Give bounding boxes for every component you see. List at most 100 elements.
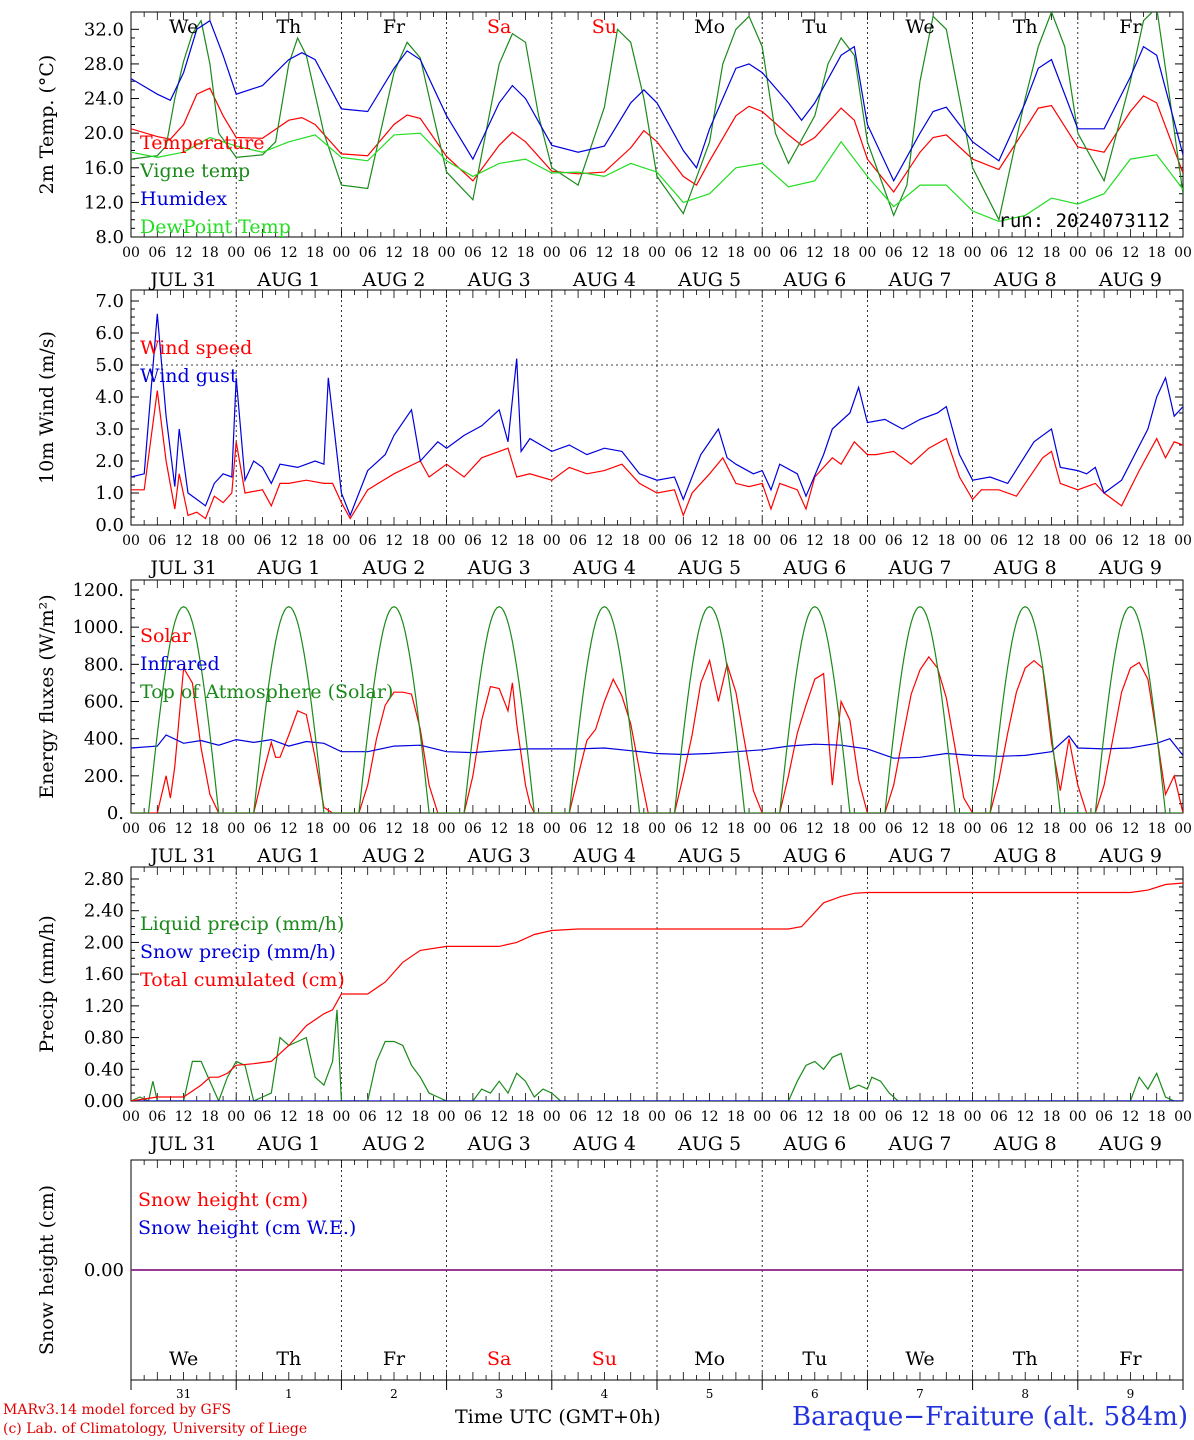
weekday-label-bottom: Th bbox=[276, 1348, 301, 1370]
hour-label: 06 bbox=[674, 245, 692, 261]
hour-label: 06 bbox=[359, 245, 377, 261]
hour-label: 06 bbox=[780, 821, 798, 837]
date-label: AUG 7 bbox=[887, 1133, 951, 1155]
legend-entry: Snow precip (mm/h) bbox=[140, 941, 336, 963]
hour-label: 00 bbox=[648, 821, 666, 837]
hour-label: 06 bbox=[885, 821, 903, 837]
hour-label: 18 bbox=[1043, 533, 1061, 549]
weekday-label: Sa bbox=[487, 16, 511, 38]
y-tick-label: 20.0 bbox=[84, 123, 124, 144]
hour-label: 18 bbox=[1148, 1109, 1166, 1125]
hour-label: 06 bbox=[148, 245, 166, 261]
hour-label: 00 bbox=[858, 245, 876, 261]
hour-label: 06 bbox=[990, 821, 1008, 837]
y-tick-label: 3.0 bbox=[95, 419, 124, 440]
hour-label: 00 bbox=[858, 821, 876, 837]
hour-label: 12 bbox=[490, 533, 508, 549]
date-label: AUG 3 bbox=[467, 845, 531, 867]
hour-label: 00 bbox=[332, 1109, 350, 1125]
hour-label: 00 bbox=[122, 533, 140, 549]
hour-label: 12 bbox=[385, 821, 403, 837]
hour-label: 06 bbox=[780, 1109, 798, 1125]
hour-label: 12 bbox=[280, 1109, 298, 1125]
hour-label: 12 bbox=[280, 533, 298, 549]
hour-label: 06 bbox=[674, 533, 692, 549]
hour-label: 18 bbox=[622, 245, 640, 261]
date-label: AUG 8 bbox=[993, 269, 1057, 291]
hour-label: 00 bbox=[964, 533, 982, 549]
hour-label: 00 bbox=[332, 245, 350, 261]
y-axis-label: Energy fluxes (W/m²) bbox=[36, 594, 58, 798]
date-label: AUG 9 bbox=[1098, 845, 1162, 867]
day-number-label: 5 bbox=[706, 1387, 714, 1401]
date-label: AUG 2 bbox=[361, 845, 425, 867]
hour-label: 12 bbox=[595, 1109, 613, 1125]
hour-label: 00 bbox=[438, 533, 456, 549]
y-tick-label: 2.40 bbox=[84, 901, 124, 922]
legend-entry: Total cumulated (cm) bbox=[140, 969, 345, 991]
hour-label: 18 bbox=[622, 821, 640, 837]
hour-label: 18 bbox=[727, 533, 745, 549]
hour-label: 06 bbox=[254, 821, 272, 837]
hour-label: 00 bbox=[543, 821, 561, 837]
date-label: AUG 7 bbox=[887, 845, 951, 867]
hour-label: 00 bbox=[1174, 245, 1192, 261]
hour-label: 18 bbox=[832, 1109, 850, 1125]
hour-label: 00 bbox=[1069, 1109, 1087, 1125]
series-line-humidex bbox=[131, 19, 1183, 183]
date-label: AUG 3 bbox=[467, 1133, 531, 1155]
date-label: AUG 3 bbox=[467, 269, 531, 291]
series-line-infrared bbox=[131, 734, 1183, 759]
hour-label: 12 bbox=[175, 245, 193, 261]
hour-label: 18 bbox=[201, 533, 219, 549]
y-tick-label: 6.0 bbox=[95, 323, 124, 344]
hour-label: 18 bbox=[1043, 1109, 1061, 1125]
series-line-solar bbox=[131, 655, 1183, 813]
hour-label: 18 bbox=[517, 533, 535, 549]
y-tick-label: 1.20 bbox=[84, 996, 124, 1017]
date-label: AUG 3 bbox=[467, 557, 531, 579]
hour-label: 00 bbox=[543, 1109, 561, 1125]
y-tick-label: 24.0 bbox=[84, 89, 124, 110]
date-label: AUG 9 bbox=[1098, 1133, 1162, 1155]
hour-label: 00 bbox=[543, 245, 561, 261]
hour-label: 18 bbox=[517, 245, 535, 261]
series-line-temperature bbox=[131, 87, 1183, 194]
date-label: AUG 1 bbox=[256, 557, 320, 579]
hour-label: 00 bbox=[438, 821, 456, 837]
hour-label: 12 bbox=[701, 533, 719, 549]
hour-label: 12 bbox=[1121, 821, 1139, 837]
hour-label: 00 bbox=[753, 245, 771, 261]
hour-label: 18 bbox=[306, 533, 324, 549]
weekday-label-bottom: Su bbox=[592, 1348, 617, 1370]
hour-label: 18 bbox=[517, 821, 535, 837]
legend-entry: Top of Atmosphere (Solar) bbox=[140, 681, 393, 703]
hour-label: 18 bbox=[1043, 821, 1061, 837]
hour-label: 12 bbox=[806, 1109, 824, 1125]
hour-label: 06 bbox=[464, 821, 482, 837]
legend-entry: Vigne temp bbox=[139, 160, 250, 182]
hour-label: 12 bbox=[595, 245, 613, 261]
hour-label: 06 bbox=[1095, 533, 1113, 549]
date-label: AUG 4 bbox=[572, 1133, 636, 1155]
date-label: AUG 8 bbox=[993, 557, 1057, 579]
date-label: JUL 31 bbox=[148, 557, 216, 579]
hour-label: 12 bbox=[806, 533, 824, 549]
day-number-label: 4 bbox=[601, 1387, 609, 1401]
hour-label: 18 bbox=[727, 821, 745, 837]
hour-label: 12 bbox=[911, 1109, 929, 1125]
date-label: AUG 2 bbox=[361, 557, 425, 579]
hour-label: 06 bbox=[569, 245, 587, 261]
hour-label: 18 bbox=[201, 1109, 219, 1125]
date-label: AUG 2 bbox=[361, 269, 425, 291]
legend-entry: Liquid precip (mm/h) bbox=[140, 913, 344, 935]
date-label: AUG 4 bbox=[572, 845, 636, 867]
hour-label: 12 bbox=[385, 533, 403, 549]
y-tick-label: 600. bbox=[84, 692, 124, 713]
hour-label: 06 bbox=[780, 245, 798, 261]
day-number-label: 31 bbox=[176, 1387, 191, 1401]
hour-label: 18 bbox=[622, 533, 640, 549]
hour-label: 00 bbox=[438, 245, 456, 261]
weekday-label: We bbox=[905, 16, 934, 38]
hour-label: 12 bbox=[175, 1109, 193, 1125]
